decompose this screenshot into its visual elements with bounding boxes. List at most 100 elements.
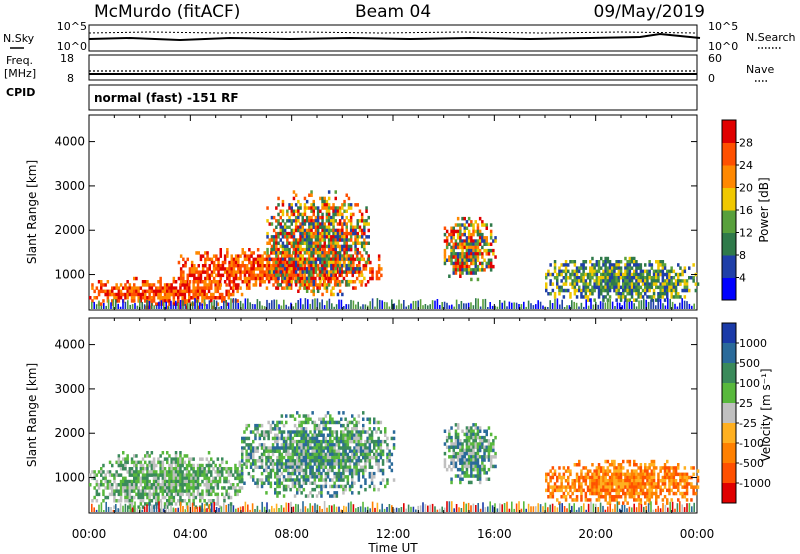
data-cell bbox=[314, 260, 318, 265]
data-cell bbox=[299, 283, 302, 287]
data-cell bbox=[166, 473, 169, 477]
data-cell bbox=[345, 257, 348, 261]
data-cell bbox=[575, 279, 579, 283]
data-cell bbox=[300, 267, 304, 271]
data-cell bbox=[461, 271, 464, 275]
data-cell bbox=[282, 475, 286, 479]
data-cell bbox=[340, 465, 343, 469]
data-cell bbox=[289, 459, 292, 463]
data-cell bbox=[331, 276, 335, 281]
data-cell bbox=[137, 489, 140, 493]
scatter-cell bbox=[232, 298, 235, 309]
data-cell bbox=[333, 471, 336, 476]
data-cell bbox=[177, 476, 180, 481]
data-cell bbox=[115, 499, 118, 503]
data-cell bbox=[483, 223, 486, 227]
data-cell bbox=[199, 457, 202, 461]
data-cell bbox=[465, 220, 469, 224]
data-cell bbox=[208, 257, 211, 262]
data-cell bbox=[633, 269, 636, 274]
data-cell bbox=[683, 269, 687, 274]
data-cell bbox=[296, 459, 299, 463]
data-cell bbox=[108, 460, 112, 465]
data-cell bbox=[332, 273, 335, 277]
data-cell bbox=[275, 273, 278, 277]
data-cell bbox=[304, 455, 308, 460]
data-cell bbox=[289, 430, 292, 434]
data-cell bbox=[326, 462, 330, 466]
data-cell bbox=[161, 467, 165, 471]
data-cell bbox=[578, 269, 581, 274]
data-cell bbox=[456, 245, 460, 250]
data-cell bbox=[580, 491, 583, 496]
data-cell bbox=[347, 270, 350, 274]
data-cell bbox=[635, 282, 638, 286]
data-cell bbox=[252, 251, 255, 255]
data-cell bbox=[487, 258, 491, 262]
data-cell bbox=[230, 273, 233, 278]
data-cell bbox=[311, 446, 314, 450]
data-cell bbox=[241, 452, 244, 457]
data-cell bbox=[314, 215, 318, 220]
data-cell bbox=[292, 257, 296, 261]
data-cell bbox=[487, 264, 491, 269]
data-cell bbox=[575, 272, 579, 277]
data-cell bbox=[320, 273, 324, 278]
data-cell bbox=[144, 296, 147, 300]
data-cell bbox=[296, 433, 299, 437]
data-cell bbox=[307, 462, 310, 466]
data-cell bbox=[448, 258, 451, 262]
data-cell bbox=[463, 258, 466, 262]
data-cell bbox=[150, 283, 154, 287]
data-cell bbox=[337, 411, 341, 415]
data-cell bbox=[263, 430, 266, 434]
data-cell bbox=[137, 470, 140, 474]
data-cell bbox=[628, 279, 632, 283]
scatter-cell bbox=[693, 303, 695, 309]
data-cell bbox=[365, 251, 368, 255]
data-cell bbox=[322, 276, 326, 281]
data-cell bbox=[615, 276, 618, 280]
scatter-cell bbox=[561, 299, 563, 309]
scatter-cell bbox=[458, 304, 460, 309]
data-cell bbox=[362, 267, 365, 271]
data-cell bbox=[261, 264, 264, 268]
data-cell bbox=[445, 435, 449, 440]
data-cell bbox=[483, 236, 486, 240]
data-cell bbox=[152, 289, 156, 294]
data-cell bbox=[586, 475, 590, 480]
data-cell bbox=[452, 261, 455, 266]
freq-panel-frame bbox=[88, 54, 698, 81]
data-cell bbox=[354, 228, 357, 233]
data-cell bbox=[344, 468, 347, 473]
colorbar-tick-label: 20 bbox=[739, 182, 753, 195]
data-cell bbox=[282, 436, 286, 441]
data-cell bbox=[276, 270, 280, 274]
data-cell bbox=[483, 268, 486, 272]
data-cell bbox=[351, 273, 354, 278]
data-cell bbox=[674, 272, 678, 277]
data-cell bbox=[139, 470, 143, 474]
scatter-cell bbox=[631, 301, 633, 309]
data-cell bbox=[97, 292, 101, 297]
data-cell bbox=[637, 263, 640, 267]
data-cell bbox=[463, 458, 466, 462]
data-cell bbox=[217, 264, 220, 268]
data-cell bbox=[193, 273, 196, 278]
data-cell bbox=[159, 489, 162, 493]
data-cell bbox=[126, 499, 129, 503]
data-cell bbox=[375, 439, 378, 444]
data-cell bbox=[622, 282, 625, 286]
data-cell bbox=[606, 276, 610, 280]
data-cell bbox=[172, 276, 176, 281]
data-cell bbox=[296, 430, 299, 434]
data-cell bbox=[216, 473, 220, 477]
data-cell bbox=[619, 295, 623, 299]
data-cell bbox=[595, 282, 599, 286]
data-cell bbox=[239, 270, 242, 274]
data-cell bbox=[606, 288, 610, 293]
data-cell bbox=[126, 492, 129, 497]
data-cell bbox=[348, 449, 352, 453]
data-cell bbox=[197, 270, 200, 274]
data-cell bbox=[172, 486, 176, 490]
